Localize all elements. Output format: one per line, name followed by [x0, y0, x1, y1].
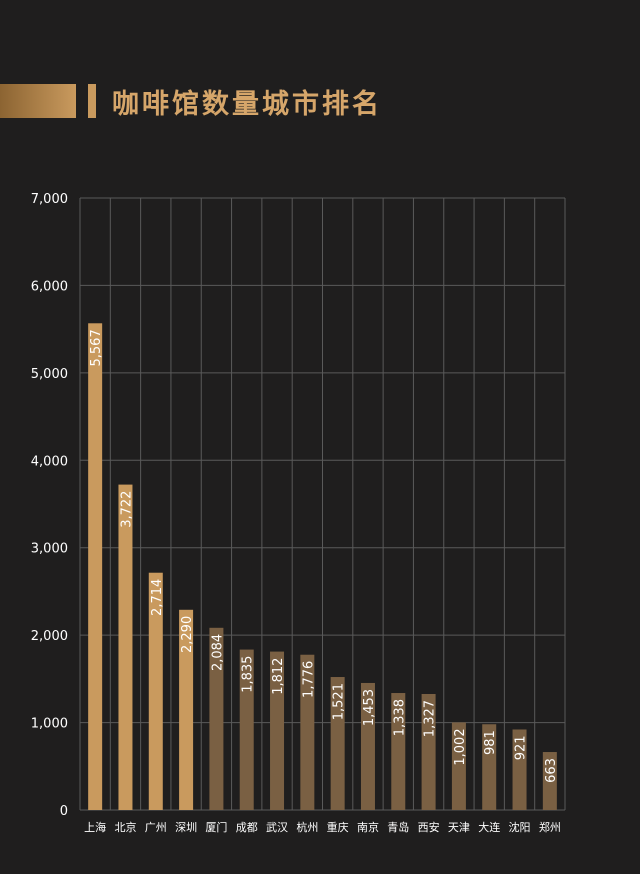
x-tick-label: 天津 [448, 821, 470, 834]
bar [118, 484, 133, 810]
bar-value-label: 5,567 [89, 329, 104, 366]
chart-title: 咖啡馆数量城市排名 [112, 89, 382, 120]
bar-value-label: 1,327 [423, 700, 438, 737]
bar [482, 724, 497, 810]
x-tick-label: 西安 [418, 820, 440, 834]
x-tick-label: 成都 [236, 821, 258, 834]
bar [512, 729, 527, 810]
bar-value-label: 1,835 [241, 656, 256, 693]
bar-value-label: 663 [544, 758, 559, 783]
x-tick-label: 杭州 [296, 820, 318, 834]
x-tick-label: 广州 [145, 821, 167, 834]
x-tick-label: 北京 [114, 820, 136, 834]
bar-value-label: 921 [514, 735, 529, 760]
x-tick-label: 沈阳 [509, 820, 531, 834]
bar-value-label: 3,722 [119, 491, 134, 528]
bar [88, 323, 103, 810]
y-tick-label: 6,000 [31, 279, 68, 294]
bar [542, 752, 557, 810]
bar-value-label: 2,290 [180, 616, 195, 653]
y-tick-label: 5,000 [31, 367, 68, 382]
y-tick-label: 3,000 [31, 542, 68, 557]
x-tick-label: 大连 [478, 820, 500, 834]
x-tick-label: 武汉 [266, 821, 288, 834]
bar-value-label: 1,812 [271, 658, 286, 695]
bar [300, 654, 315, 810]
bar [421, 693, 436, 810]
x-tick-label: 上海 [84, 820, 106, 834]
x-tick-label: 南京 [357, 820, 379, 834]
x-tick-label: 厦门 [205, 820, 227, 834]
title-accent-stripe [88, 84, 96, 118]
x-tick-label: 重庆 [327, 820, 349, 834]
bar [209, 627, 224, 810]
bar [239, 649, 254, 810]
bar [451, 722, 466, 810]
bar-value-label: 1,453 [362, 689, 377, 726]
bar [391, 693, 406, 810]
y-tick-label: 1,000 [31, 717, 68, 732]
bar [330, 677, 345, 810]
x-tick-label: 郑州 [539, 820, 561, 834]
chart-header: 咖啡馆数量城市排名 [0, 84, 640, 120]
bar [148, 572, 163, 810]
bar-value-label: 1,338 [392, 699, 407, 736]
title-accent-bar [0, 84, 76, 118]
y-tick-label: 0 [60, 804, 68, 819]
bar-value-label: 2,714 [150, 579, 165, 616]
x-tick-label: 深圳 [175, 821, 197, 834]
y-tick-label: 4,000 [31, 454, 68, 469]
bar-value-label: 1,521 [332, 683, 347, 720]
bar-value-label: 1,776 [301, 661, 316, 698]
bar [270, 651, 285, 810]
bar-value-label: 1,002 [453, 728, 468, 765]
y-tick-label: 2,000 [31, 629, 68, 644]
y-tick-label: 7,000 [31, 192, 68, 207]
bar-value-label: 2,084 [210, 634, 225, 671]
bar-value-label: 981 [483, 730, 498, 755]
bar [360, 682, 375, 810]
x-tick-label: 青岛 [387, 820, 409, 834]
bar [179, 609, 194, 810]
